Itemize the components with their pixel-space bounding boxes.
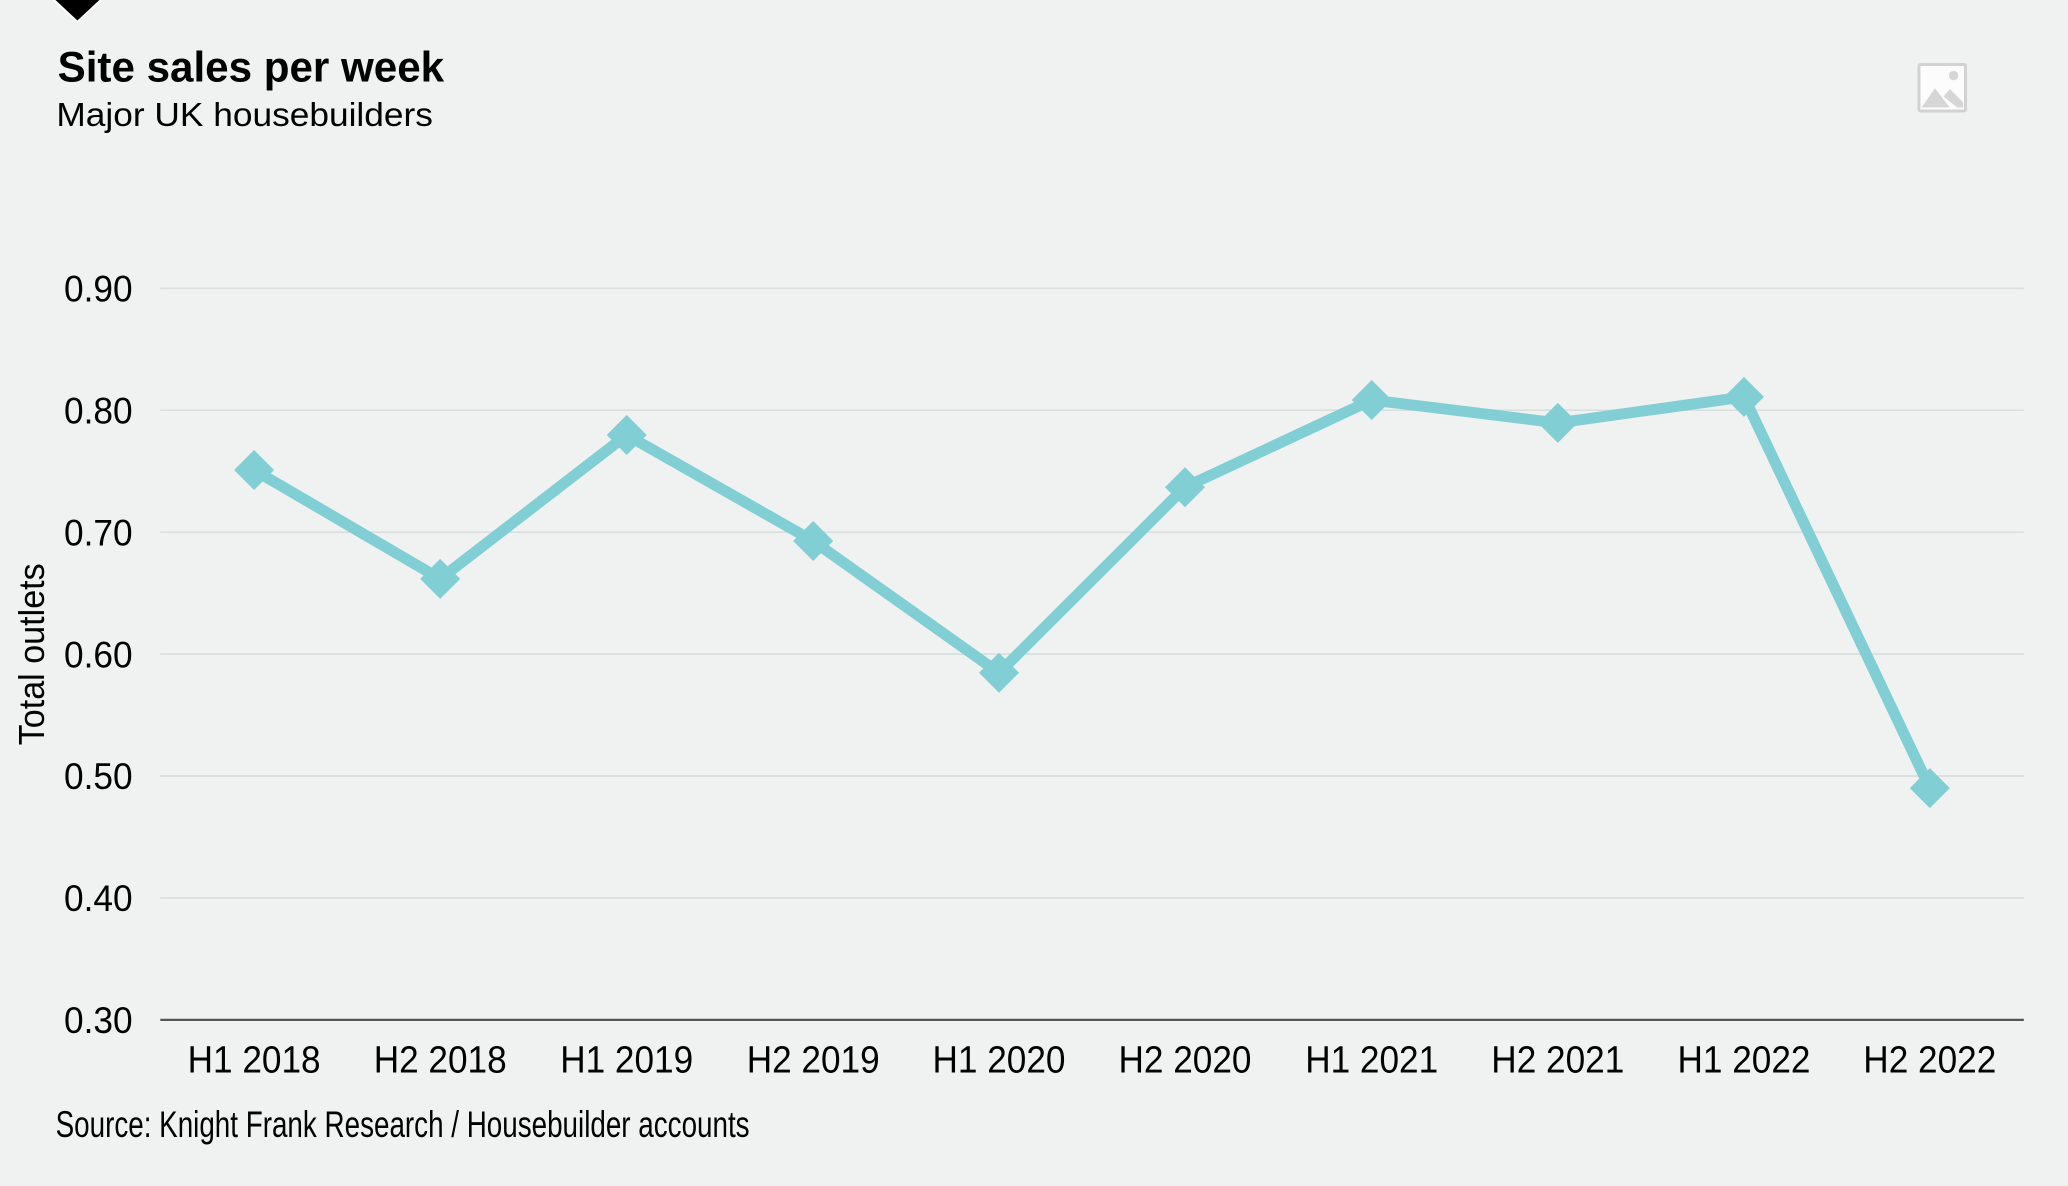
svg-text:Total outlets: Total outlets [11,563,52,745]
svg-text:H2 2019: H2 2019 [747,1039,880,1081]
svg-text:0.90: 0.90 [64,268,133,310]
svg-text:0.70: 0.70 [64,511,133,553]
svg-text:Major UK housebuilders: Major UK housebuilders [56,96,433,133]
svg-text:H2 2021: H2 2021 [1491,1039,1624,1081]
svg-text:H2 2018: H2 2018 [374,1039,507,1081]
svg-text:Source: Knight Frank Research: Source: Knight Frank Research / Housebui… [56,1104,750,1145]
svg-text:0.50: 0.50 [64,755,133,797]
svg-text:H1 2019: H1 2019 [560,1039,693,1081]
svg-text:0.40: 0.40 [64,877,133,919]
svg-text:H2 2020: H2 2020 [1119,1039,1252,1081]
svg-text:H1 2018: H1 2018 [188,1039,321,1081]
svg-text:H2 2022: H2 2022 [1863,1039,1996,1081]
svg-text:0.80: 0.80 [64,389,133,431]
svg-text:0.30: 0.30 [64,999,133,1041]
svg-text:H1 2021: H1 2021 [1305,1039,1438,1081]
svg-text:H1 2020: H1 2020 [933,1039,1066,1081]
svg-text:0.60: 0.60 [64,633,133,675]
svg-text:Site sales per week: Site sales per week [58,45,445,92]
svg-text:H1 2022: H1 2022 [1678,1039,1811,1081]
